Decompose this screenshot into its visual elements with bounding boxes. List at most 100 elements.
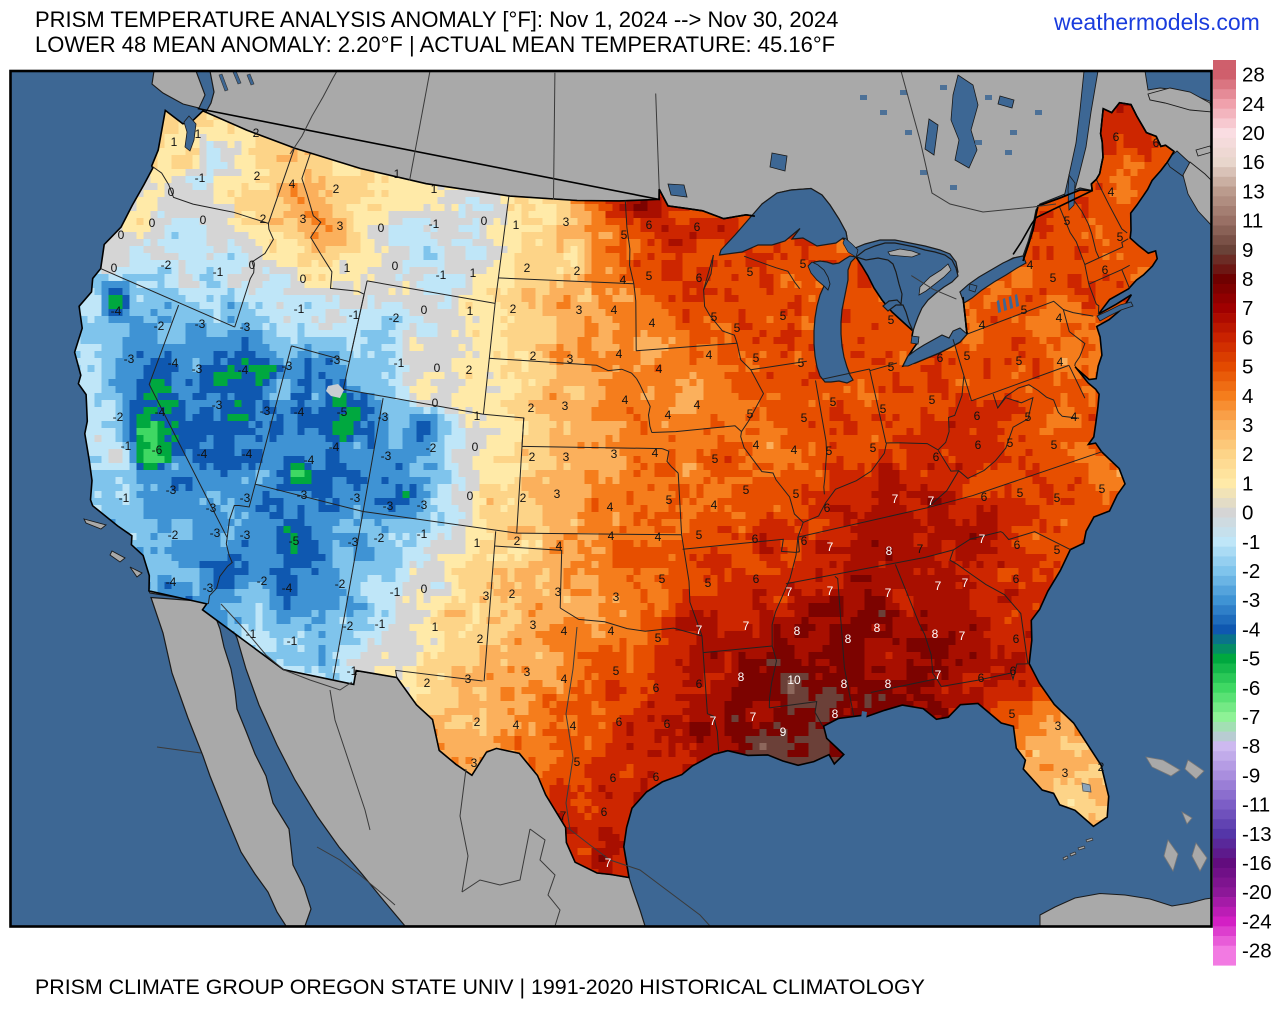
svg-text:7: 7 xyxy=(892,492,899,506)
svg-text:1: 1 xyxy=(513,218,520,232)
svg-text:4: 4 xyxy=(655,530,662,544)
svg-text:-1: -1 xyxy=(1242,531,1260,554)
svg-text:-3: -3 xyxy=(206,501,217,515)
svg-text:4: 4 xyxy=(608,624,615,638)
svg-text:-2: -2 xyxy=(154,319,165,333)
svg-text:0: 0 xyxy=(168,185,175,199)
svg-text:4: 4 xyxy=(289,177,296,191)
svg-text:2: 2 xyxy=(333,182,340,196)
svg-text:8: 8 xyxy=(845,632,852,646)
svg-text:8: 8 xyxy=(874,621,881,635)
svg-text:1: 1 xyxy=(467,304,474,318)
svg-text:5: 5 xyxy=(747,407,754,421)
svg-text:6: 6 xyxy=(974,409,981,423)
svg-text:2: 2 xyxy=(254,169,261,183)
svg-text:5: 5 xyxy=(666,493,673,507)
svg-text:7: 7 xyxy=(696,623,703,637)
svg-text:5: 5 xyxy=(705,576,712,590)
svg-text:3: 3 xyxy=(613,590,620,604)
svg-text:0: 0 xyxy=(472,440,479,454)
svg-text:9: 9 xyxy=(1242,239,1253,262)
svg-text:6: 6 xyxy=(981,490,988,504)
svg-text:2: 2 xyxy=(509,587,516,601)
svg-text:5: 5 xyxy=(1054,491,1061,505)
svg-text:4: 4 xyxy=(620,273,627,287)
svg-text:4: 4 xyxy=(656,362,663,376)
svg-text:-1: -1 xyxy=(349,308,360,322)
svg-text:6: 6 xyxy=(1013,572,1020,586)
svg-text:-2: -2 xyxy=(168,528,179,542)
svg-text:7: 7 xyxy=(885,586,892,600)
svg-text:8: 8 xyxy=(832,707,839,721)
svg-text:1: 1 xyxy=(474,536,481,550)
svg-text:2: 2 xyxy=(528,401,535,415)
svg-text:3: 3 xyxy=(555,585,562,599)
svg-text:7: 7 xyxy=(750,710,757,724)
svg-text:-1: -1 xyxy=(347,664,358,678)
svg-text:5: 5 xyxy=(1117,230,1124,244)
svg-text:1: 1 xyxy=(431,182,438,196)
svg-text:13: 13 xyxy=(1242,180,1265,203)
svg-text:1: 1 xyxy=(171,135,178,149)
svg-text:-3: -3 xyxy=(260,404,271,418)
svg-text:-7: -7 xyxy=(1242,706,1260,729)
svg-text:-2: -2 xyxy=(161,258,172,272)
svg-text:5: 5 xyxy=(780,309,787,323)
svg-text:5: 5 xyxy=(1242,356,1253,379)
svg-text:-4: -4 xyxy=(166,575,177,589)
svg-text:-1: -1 xyxy=(294,302,305,316)
svg-text:-2: -2 xyxy=(1242,560,1260,583)
svg-text:-9: -9 xyxy=(1242,764,1260,787)
svg-text:-2: -2 xyxy=(389,311,400,325)
svg-text:0: 0 xyxy=(434,361,441,375)
svg-text:-1: -1 xyxy=(213,265,224,279)
svg-text:5: 5 xyxy=(1099,482,1106,496)
svg-text:3: 3 xyxy=(554,487,561,501)
svg-text:-4: -4 xyxy=(329,440,340,454)
svg-text:5: 5 xyxy=(743,483,750,497)
svg-text:7: 7 xyxy=(560,809,567,823)
svg-text:-3: -3 xyxy=(1242,589,1260,612)
svg-text:0: 0 xyxy=(378,221,385,235)
svg-text:-1: -1 xyxy=(375,617,386,631)
svg-text:4: 4 xyxy=(652,446,659,460)
svg-text:5: 5 xyxy=(711,310,718,324)
svg-text:0: 0 xyxy=(421,303,428,317)
svg-text:4: 4 xyxy=(1027,258,1034,272)
svg-text:8: 8 xyxy=(932,627,939,641)
svg-text:0: 0 xyxy=(1242,502,1253,525)
svg-text:5: 5 xyxy=(734,321,741,335)
svg-text:6: 6 xyxy=(601,805,608,819)
svg-text:-3: -3 xyxy=(383,499,394,513)
svg-text:5: 5 xyxy=(621,228,628,242)
svg-text:1: 1 xyxy=(394,167,401,181)
svg-text:2: 2 xyxy=(1098,760,1105,774)
svg-text:-3: -3 xyxy=(124,352,135,366)
svg-text:-4: -4 xyxy=(242,447,253,461)
svg-text:4: 4 xyxy=(711,498,718,512)
svg-text:-1: -1 xyxy=(195,171,206,185)
svg-text:1: 1 xyxy=(195,127,202,141)
svg-text:-3: -3 xyxy=(203,581,214,595)
svg-text:7: 7 xyxy=(786,585,793,599)
svg-text:24: 24 xyxy=(1242,93,1265,116)
svg-text:7: 7 xyxy=(710,714,717,728)
svg-text:0: 0 xyxy=(421,582,428,596)
svg-text:5: 5 xyxy=(1007,436,1014,450)
svg-text:2: 2 xyxy=(510,302,517,316)
svg-text:3: 3 xyxy=(562,399,569,413)
svg-text:6: 6 xyxy=(937,351,944,365)
svg-text:5: 5 xyxy=(1064,214,1071,228)
svg-text:5: 5 xyxy=(1050,271,1057,285)
svg-text:0: 0 xyxy=(300,272,307,286)
svg-text:-3: -3 xyxy=(378,410,389,424)
svg-text:-3: -3 xyxy=(240,528,251,542)
svg-text:-3: -3 xyxy=(212,398,223,412)
svg-text:6: 6 xyxy=(801,534,808,548)
svg-text:9: 9 xyxy=(780,725,787,739)
svg-text:8: 8 xyxy=(738,670,745,684)
svg-text:7: 7 xyxy=(962,576,969,590)
svg-text:5: 5 xyxy=(655,631,662,645)
svg-text:6: 6 xyxy=(696,677,703,691)
svg-text:5: 5 xyxy=(1025,410,1032,424)
